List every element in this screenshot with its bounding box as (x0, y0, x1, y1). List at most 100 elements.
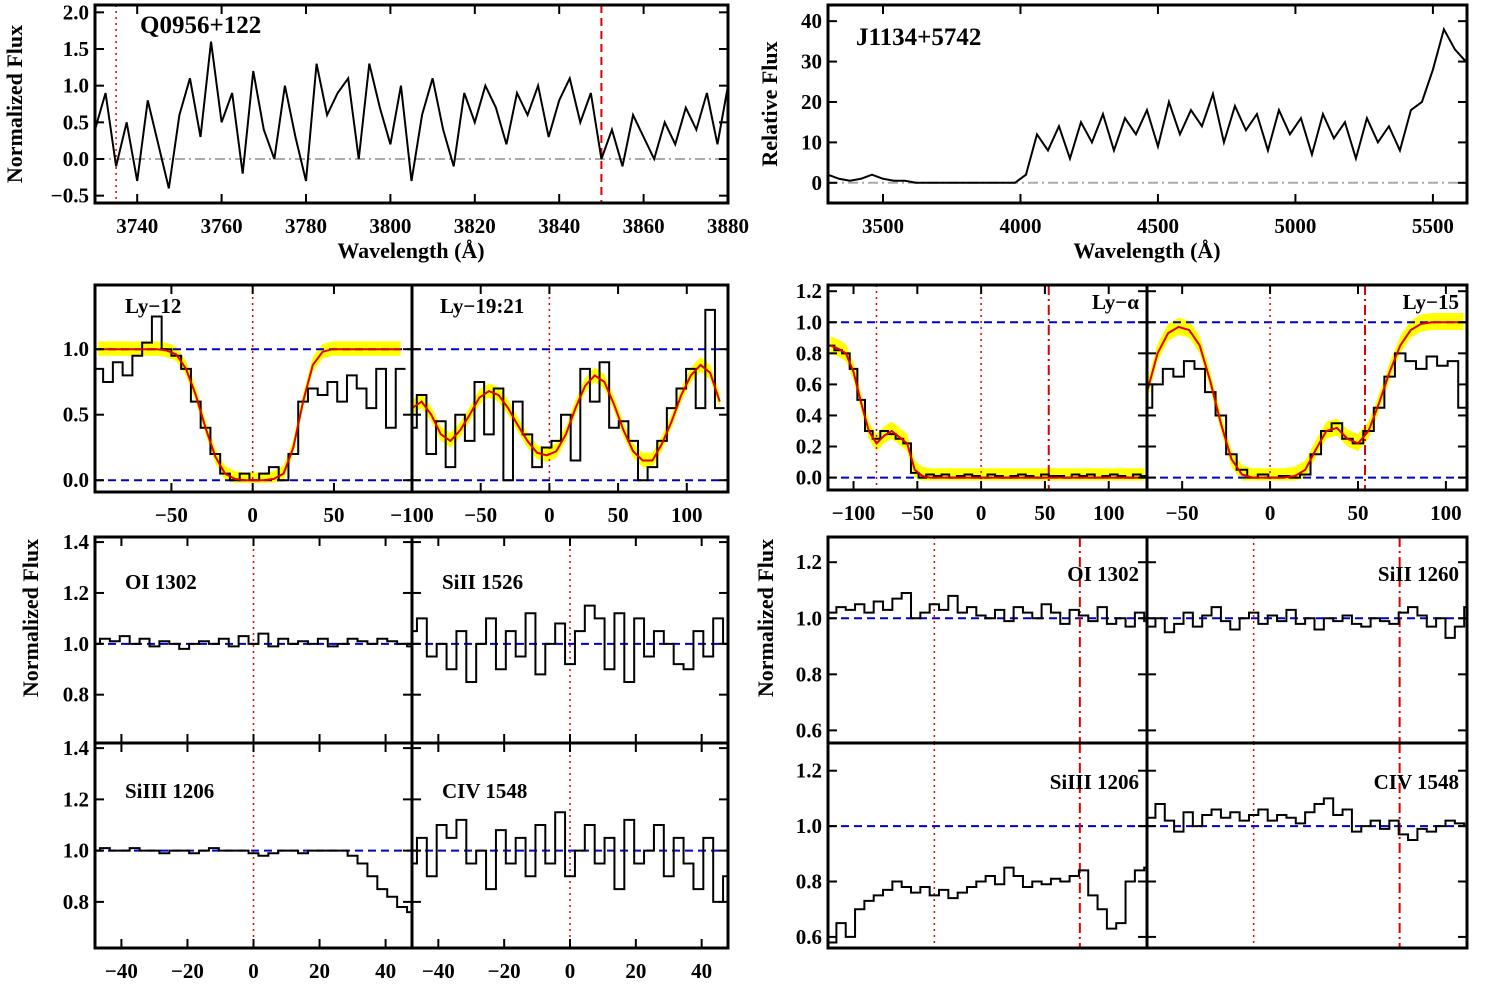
axes-frame (1145, 283, 1469, 492)
x-tick-label: −50 (155, 503, 188, 527)
x-tick-label: 0 (976, 501, 987, 525)
y-tick-label: 0.6 (796, 925, 822, 949)
x-tick-label: −50 (901, 501, 934, 525)
y-tick-label: 0.0 (63, 468, 89, 492)
y-tick-label: 1.0 (63, 632, 89, 656)
plot-area (1147, 285, 1467, 490)
panel-title: Q0956+122 (140, 12, 261, 39)
model-uncertainty-band (98, 341, 401, 483)
y-tick-label: 0.6 (796, 718, 822, 742)
y-tick-label: 20 (801, 90, 822, 114)
panel-title: SiIII 1206 (1050, 770, 1139, 794)
plot-area (1147, 743, 1467, 948)
panel-q0956: 3740 3760 3780 3800 3820 3840 3860 3880 −0.5 0.0 0… (51, 0, 749, 238)
flux-spectrum (412, 308, 725, 482)
x-tick-label: 3760 (201, 214, 243, 238)
y-tick-label: 30 (801, 50, 822, 74)
panel-title: Ly−α (1092, 290, 1139, 314)
panel-civ_l: −40 −20 0 20 40 CIV 1548 (410, 741, 730, 983)
y-tick-label: 1.0 (63, 337, 89, 361)
x-tick-label: −40 (422, 959, 455, 983)
y-tick-label: 40 (801, 9, 822, 33)
y-tick-label: 0.6 (796, 372, 822, 396)
x-tick-label: 3880 (707, 214, 749, 238)
panel-title: Ly−15 (1403, 290, 1459, 314)
y-tick-label: 1.2 (796, 550, 822, 574)
y-tick-label: 0.8 (63, 890, 89, 914)
y-tick-label: 0.5 (63, 110, 89, 134)
x-tick-label: 50 (1034, 501, 1055, 525)
x-tick-label: 4500 (1137, 214, 1179, 238)
x-tick-label: 100 (671, 503, 703, 527)
x-tick-label: −20 (488, 959, 521, 983)
model-fit (1147, 321, 1464, 479)
y-tick-label: 1.2 (63, 787, 89, 811)
x-tick-label: 50 (323, 503, 344, 527)
x-tick-label: 100 (1430, 501, 1462, 525)
flux-spectrum (412, 604, 728, 683)
plot-area (412, 285, 728, 492)
x-tick-label: −50 (1166, 501, 1199, 525)
panel-ly1921: −100 −50 0 50 100 Ly−19:21 (390, 283, 730, 527)
panel-title: Ly−12 (125, 294, 181, 318)
y-tick-label: 0.2 (796, 435, 822, 459)
flux-spectrum (1147, 606, 1467, 639)
y-tick-label: 10 (801, 130, 822, 154)
panel-ly12: −50 0 50 0.0 0.5 1.0 Ly−12 (63, 283, 414, 527)
x-tick-label: 3820 (454, 214, 496, 238)
plot-area (1147, 537, 1467, 743)
model-uncertainty-band (412, 357, 720, 468)
panel-si2_r: SiII 1260 (1145, 535, 1469, 745)
flux-spectrum (828, 866, 1147, 944)
panel-lya: −100 −50 0 50 100 0.0 0.2 0.4 0.6 0.8 1.0 1.2 Ly−α (796, 279, 1149, 525)
x-tick-label: −20 (171, 959, 204, 983)
y-tick-label: 1.2 (63, 581, 89, 605)
x-tick-label: 20 (309, 959, 330, 983)
top-left-xlabel: Wavelength (Å) (337, 238, 484, 263)
panel-si2_l: SiII 1526 (410, 535, 730, 745)
panel-oi_r: 0.6 0.8 1.0 1.2 OI 1302 (796, 535, 1149, 745)
x-tick-label: 3500 (862, 214, 904, 238)
flux-spectrum (828, 592, 1147, 628)
axes-frame (93, 3, 730, 205)
top-left-ylabel: Normalized Flux (2, 25, 27, 183)
top-right-xlabel: Wavelength (Å) (1073, 238, 1220, 263)
y-tick-label: 0 (812, 171, 823, 195)
panel-si3_r: 0.6 0.8 1.0 1.2 SiIII 1206 (796, 741, 1149, 950)
plot-area (95, 743, 412, 948)
x-tick-label: −100 (390, 503, 433, 527)
x-tick-label: −50 (464, 503, 497, 527)
panel-title: SiII 1260 (1378, 562, 1459, 586)
x-tick-label: 40 (691, 959, 712, 983)
panel-civ_r: CIV 1548 (1145, 741, 1469, 950)
model-fit (412, 363, 721, 462)
panel-oi_l: 0.8 1.0 1.2 1.4 OI 1302 (63, 530, 414, 745)
bottom-right-ylabel: Normalized Flux (753, 539, 778, 697)
x-tick-label: 3740 (116, 214, 158, 238)
x-tick-label: −40 (105, 959, 138, 983)
x-tick-label: 3840 (538, 214, 580, 238)
y-tick-label: 0.0 (796, 466, 822, 490)
y-tick-label: 0.0 (63, 147, 89, 171)
panel-title: OI 1302 (125, 570, 197, 594)
flux-spectrum (95, 632, 412, 650)
panel-si3_l: −40 −20 0 20 40 0.8 1.0 1.2 1.4 SiIII 1206 (63, 736, 414, 983)
plot-area (828, 285, 1147, 490)
y-tick-label: 1.2 (796, 759, 822, 783)
plot-area (828, 26, 1467, 184)
y-tick-label: 0.8 (796, 662, 822, 686)
y-tick-label: 1.0 (796, 606, 822, 630)
x-tick-label: 50 (1347, 501, 1368, 525)
plot-area (95, 285, 412, 492)
x-tick-label: 40 (375, 959, 396, 983)
flux-spectrum (95, 847, 412, 914)
y-tick-label: 0.8 (796, 341, 822, 365)
y-tick-label: 1.4 (63, 530, 90, 554)
x-tick-label: 100 (1093, 501, 1125, 525)
panel-title: Ly−19:21 (440, 294, 524, 318)
flux-spectrum (828, 26, 1467, 184)
model-fit (98, 348, 401, 482)
flux-spectrum (1147, 352, 1467, 479)
plot-area (828, 537, 1147, 743)
plot-area (412, 537, 728, 743)
